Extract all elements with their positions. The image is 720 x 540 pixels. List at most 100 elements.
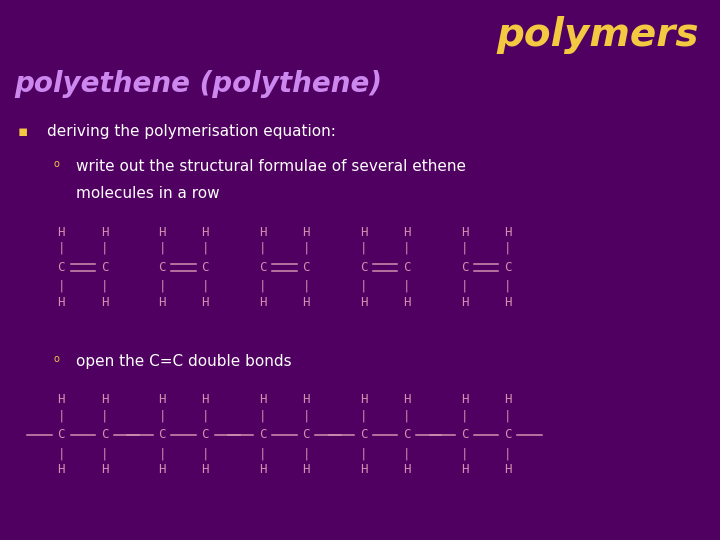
Text: ▪: ▪ [18, 124, 28, 139]
Text: H: H [158, 296, 166, 309]
Text: |: | [302, 447, 310, 460]
Text: H: H [504, 463, 511, 476]
Text: H: H [360, 296, 367, 309]
Text: polyethene (polythene): polyethene (polythene) [14, 70, 382, 98]
Text: H: H [403, 393, 410, 406]
Text: H: H [101, 296, 108, 309]
Text: H: H [504, 393, 511, 406]
Text: H: H [259, 393, 266, 406]
Text: write out the structural formulae of several ethene: write out the structural formulae of sev… [76, 159, 466, 174]
Text: H: H [403, 296, 410, 309]
Text: |: | [58, 280, 65, 293]
Text: H: H [302, 393, 310, 406]
Text: C: C [461, 428, 468, 441]
Text: H: H [259, 226, 266, 239]
Text: C: C [259, 261, 266, 274]
Text: H: H [403, 463, 410, 476]
Text: |: | [101, 242, 108, 255]
Text: H: H [158, 393, 166, 406]
Text: H: H [202, 226, 209, 239]
Text: H: H [259, 296, 266, 309]
Text: |: | [504, 447, 511, 460]
Text: |: | [360, 447, 367, 460]
Text: |: | [360, 409, 367, 422]
Text: |: | [202, 280, 209, 293]
Text: |: | [461, 447, 468, 460]
Text: |: | [259, 447, 266, 460]
Text: H: H [101, 393, 108, 406]
Text: H: H [101, 463, 108, 476]
Text: C: C [360, 261, 367, 274]
Text: C: C [202, 261, 209, 274]
Text: H: H [202, 393, 209, 406]
Text: |: | [58, 409, 65, 422]
Text: |: | [360, 242, 367, 255]
Text: |: | [158, 242, 166, 255]
Text: H: H [302, 296, 310, 309]
Text: C: C [158, 428, 166, 441]
Text: C: C [259, 428, 266, 441]
Text: H: H [302, 463, 310, 476]
Text: molecules in a row: molecules in a row [76, 186, 219, 201]
Text: H: H [259, 463, 266, 476]
Text: H: H [58, 393, 65, 406]
Text: C: C [101, 428, 108, 441]
Text: |: | [202, 242, 209, 255]
Text: H: H [202, 463, 209, 476]
Text: |: | [58, 447, 65, 460]
Text: H: H [461, 296, 468, 309]
Text: |: | [101, 280, 108, 293]
Text: C: C [461, 261, 468, 274]
Text: |: | [504, 242, 511, 255]
Text: H: H [360, 463, 367, 476]
Text: |: | [302, 242, 310, 255]
Text: |: | [259, 280, 266, 293]
Text: C: C [504, 261, 511, 274]
Text: |: | [504, 409, 511, 422]
Text: C: C [504, 428, 511, 441]
Text: H: H [360, 393, 367, 406]
Text: C: C [302, 428, 310, 441]
Text: |: | [461, 242, 468, 255]
Text: |: | [202, 409, 209, 422]
Text: C: C [302, 261, 310, 274]
Text: C: C [101, 261, 108, 274]
Text: o: o [54, 354, 60, 364]
Text: |: | [259, 242, 266, 255]
Text: |: | [403, 447, 410, 460]
Text: |: | [403, 280, 410, 293]
Text: H: H [461, 226, 468, 239]
Text: H: H [504, 296, 511, 309]
Text: |: | [259, 409, 266, 422]
Text: H: H [101, 226, 108, 239]
Text: |: | [158, 280, 166, 293]
Text: |: | [403, 242, 410, 255]
Text: |: | [58, 242, 65, 255]
Text: C: C [360, 428, 367, 441]
Text: H: H [302, 226, 310, 239]
Text: |: | [403, 409, 410, 422]
Text: H: H [461, 463, 468, 476]
Text: |: | [302, 409, 310, 422]
Text: H: H [58, 226, 65, 239]
Text: H: H [461, 393, 468, 406]
Text: open the C=C double bonds: open the C=C double bonds [76, 354, 291, 369]
Text: o: o [54, 159, 60, 170]
Text: H: H [403, 226, 410, 239]
Text: C: C [58, 261, 65, 274]
Text: H: H [158, 226, 166, 239]
Text: H: H [58, 463, 65, 476]
Text: C: C [403, 261, 410, 274]
Text: H: H [58, 296, 65, 309]
Text: C: C [58, 428, 65, 441]
Text: |: | [202, 447, 209, 460]
Text: deriving the polymerisation equation:: deriving the polymerisation equation: [47, 124, 336, 139]
Text: |: | [461, 280, 468, 293]
Text: H: H [504, 226, 511, 239]
Text: polymers: polymers [496, 16, 698, 54]
Text: C: C [158, 261, 166, 274]
Text: H: H [360, 226, 367, 239]
Text: |: | [504, 280, 511, 293]
Text: C: C [403, 428, 410, 441]
Text: |: | [101, 447, 108, 460]
